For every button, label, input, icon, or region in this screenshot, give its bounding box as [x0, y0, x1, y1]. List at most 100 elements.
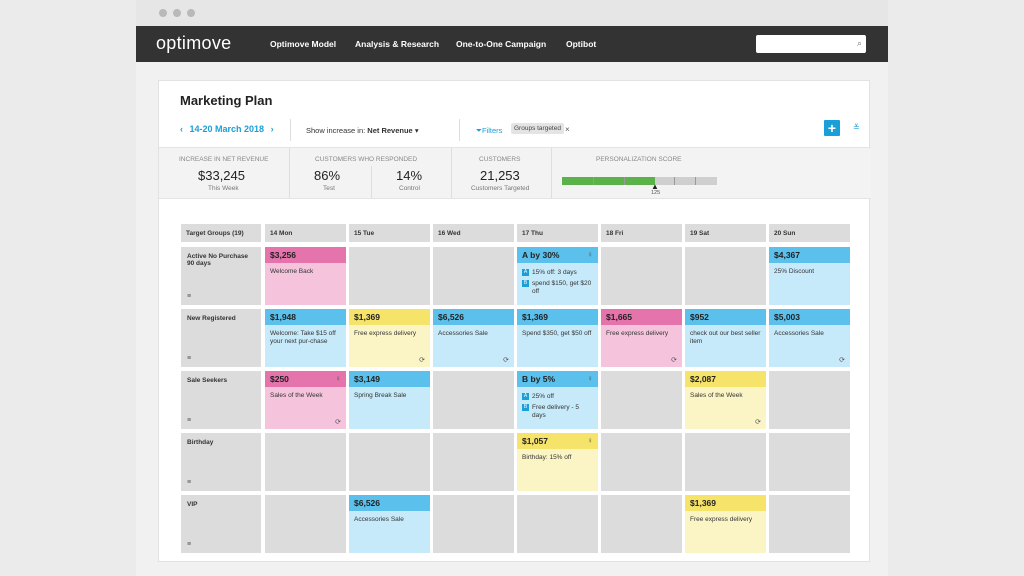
calendar-cell[interactable] — [685, 247, 766, 305]
lightbulb-icon[interactable]: ♀ — [335, 374, 341, 383]
recurring-icon: ⟳ — [335, 419, 341, 426]
calendar-cell[interactable]: $1,665 Free express delivery ⟳ — [601, 309, 682, 367]
calendar-cell[interactable] — [349, 433, 430, 491]
calendar-cell[interactable] — [769, 495, 850, 553]
score-value: 125 — [651, 190, 661, 196]
campaign-card[interactable]: $1,369 Free express delivery — [685, 495, 766, 553]
campaign-card[interactable]: B by 5% ♀ A 25% off B Free delivery - 5 days — [517, 371, 598, 429]
calendar-cell[interactable]: $4,367 25% Discount — [769, 247, 850, 305]
target-group-row-header[interactable]: VIP ≡ — [181, 495, 261, 553]
calendar-cell[interactable] — [601, 247, 682, 305]
target-group-row-header[interactable]: Birthday ≡ — [181, 433, 261, 491]
calendar-cell[interactable] — [601, 495, 682, 553]
score-fill — [562, 177, 655, 185]
campaign-card-title-text: $5,003 — [774, 312, 800, 322]
nav-item-optibot[interactable]: Optibot — [566, 39, 597, 49]
next-week-chevron-icon[interactable]: › — [270, 124, 274, 134]
campaign-card[interactable]: $3,149 Spring Break Sale — [349, 371, 430, 429]
calendar-cell[interactable] — [769, 433, 850, 491]
list-icon[interactable]: ≡ — [187, 541, 192, 548]
campaign-card[interactable]: $6,526 Accessories Sale — [349, 495, 430, 553]
calendar-cell[interactable] — [265, 433, 346, 491]
list-icon[interactable]: ≡ — [187, 293, 192, 300]
close-icon[interactable]: × — [565, 125, 570, 134]
target-group-name: Active No Purchase 90 days — [187, 253, 249, 267]
campaign-card[interactable]: $5,003 Accessories Sale ⟳ — [769, 309, 850, 367]
calendar-cell[interactable] — [685, 433, 766, 491]
browser-window: optimove Optimove Model Analysis & Resea… — [136, 0, 888, 576]
calendar-cell[interactable] — [265, 495, 346, 553]
calendar-cell[interactable]: B by 5% ♀ A 25% off B Free delivery - 5 days — [517, 371, 598, 429]
nav-item-optimove-model[interactable]: Optimove Model — [270, 39, 337, 49]
calendar-cell[interactable]: $2,087 Sales of the Week ⟳ — [685, 371, 766, 429]
search-icon[interactable]: ⌕ — [856, 38, 862, 48]
calendar-cell[interactable] — [433, 371, 514, 429]
add-button[interactable]: + — [824, 120, 840, 136]
campaign-card-title-text: $3,149 — [354, 374, 380, 384]
optimove-logo[interactable]: optimove — [156, 33, 232, 53]
campaign-card[interactable]: $1,057 ♀ Birthday: 15% off — [517, 433, 598, 491]
campaign-card[interactable]: $250 ♀ Sales of the Week ⟳ — [265, 371, 346, 429]
calendar-cell[interactable]: $3,256 Welcome Back — [265, 247, 346, 305]
nav-item-one-to-one-campaign[interactable]: One-to-One Campaign — [456, 39, 547, 49]
day-header: 17 Thu — [517, 224, 598, 242]
prev-week-chevron-icon[interactable]: ‹ — [180, 124, 183, 134]
calendar-cell[interactable] — [601, 371, 682, 429]
calendar-cell[interactable] — [433, 247, 514, 305]
target-group-row-header[interactable]: Active No Purchase 90 days ≡ — [181, 247, 261, 305]
filter-chip[interactable]: Groups targeted — [511, 123, 564, 134]
campaign-card[interactable]: $3,256 Welcome Back — [265, 247, 346, 305]
expand-icon[interactable]: ≚ — [853, 123, 860, 132]
show-increase-dropdown[interactable]: Show increase in: Net Revenue ▾ — [306, 126, 419, 135]
calendar-cell[interactable] — [433, 495, 514, 553]
window-minimize-dot[interactable] — [173, 9, 181, 17]
filters-button[interactable]: ⏷Filters — [476, 126, 502, 136]
list-icon[interactable]: ≡ — [187, 479, 192, 486]
campaign-card-title: $6,526 — [349, 495, 430, 511]
calendar-cell[interactable] — [601, 433, 682, 491]
campaign-card-title-text: $6,526 — [354, 498, 380, 508]
calendar-cell[interactable]: $1,369 Free express delivery ⟳ — [349, 309, 430, 367]
campaign-card-title: $1,057 ♀ — [517, 433, 598, 449]
calendar-cell[interactable]: $1,369 Spend $350, get $50 off — [517, 309, 598, 367]
campaign-card[interactable]: $4,367 25% Discount — [769, 247, 850, 305]
campaign-card[interactable]: $1,369 Free express delivery ⟳ — [349, 309, 430, 367]
calendar-cell[interactable]: $6,526 Accessories Sale — [349, 495, 430, 553]
calendar-cell[interactable]: $3,149 Spring Break Sale — [349, 371, 430, 429]
list-icon[interactable]: ≡ — [187, 417, 192, 424]
list-icon[interactable]: ≡ — [187, 355, 192, 362]
campaign-card-title-text: $4,367 — [774, 250, 800, 260]
nav-item-analysis-research[interactable]: Analysis & Research — [355, 39, 440, 49]
calendar-cell[interactable]: $250 ♀ Sales of the Week ⟳ — [265, 371, 346, 429]
calendar-cell[interactable] — [769, 371, 850, 429]
campaign-card[interactable]: $1,665 Free express delivery ⟳ — [601, 309, 682, 367]
calendar-cell[interactable] — [349, 247, 430, 305]
campaign-card-title: $3,149 — [349, 371, 430, 387]
calendar-cell[interactable]: $6,526 Accessories Sale ⟳ — [433, 309, 514, 367]
campaign-card[interactable]: $6,526 Accessories Sale ⟳ — [433, 309, 514, 367]
calendar-cell[interactable]: $1,948 Welcome: Take $15 off your next pu… — [265, 309, 346, 367]
search-input[interactable]: ⌕ — [756, 35, 866, 53]
lightbulb-icon[interactable]: ♀ — [587, 374, 593, 383]
calendar-cell[interactable] — [433, 433, 514, 491]
calendar-cell[interactable] — [517, 495, 598, 553]
target-group-row-header[interactable]: Sale Seekers ≡ — [181, 371, 261, 429]
lightbulb-icon[interactable]: ♀ — [587, 250, 593, 259]
campaign-card[interactable]: $1,369 Spend $350, get $50 off — [517, 309, 598, 367]
campaign-card[interactable]: $1,948 Welcome: Take $15 off your next pu… — [265, 309, 346, 367]
calendar-cell[interactable]: $1,369 Free express delivery — [685, 495, 766, 553]
window-close-dot[interactable] — [159, 9, 167, 17]
window-maximize-dot[interactable] — [187, 9, 195, 17]
stat-divider — [289, 148, 290, 198]
filters-label: Filters — [482, 126, 503, 135]
calendar-cell[interactable]: $5,003 Accessories Sale ⟳ — [769, 309, 850, 367]
lightbulb-icon[interactable]: ♀ — [587, 436, 593, 445]
campaign-card[interactable]: $2,087 Sales of the Week ⟳ — [685, 371, 766, 429]
campaign-card[interactable]: $952 check out our best seller item — [685, 309, 766, 367]
target-group-row-header[interactable]: New Registered ≡ — [181, 309, 261, 367]
calendar-cell[interactable]: $1,057 ♀ Birthday: 15% off — [517, 433, 598, 491]
date-range-label[interactable]: 14-20 March 2018 — [189, 124, 265, 134]
calendar-cell[interactable]: $952 check out our best seller item — [685, 309, 766, 367]
